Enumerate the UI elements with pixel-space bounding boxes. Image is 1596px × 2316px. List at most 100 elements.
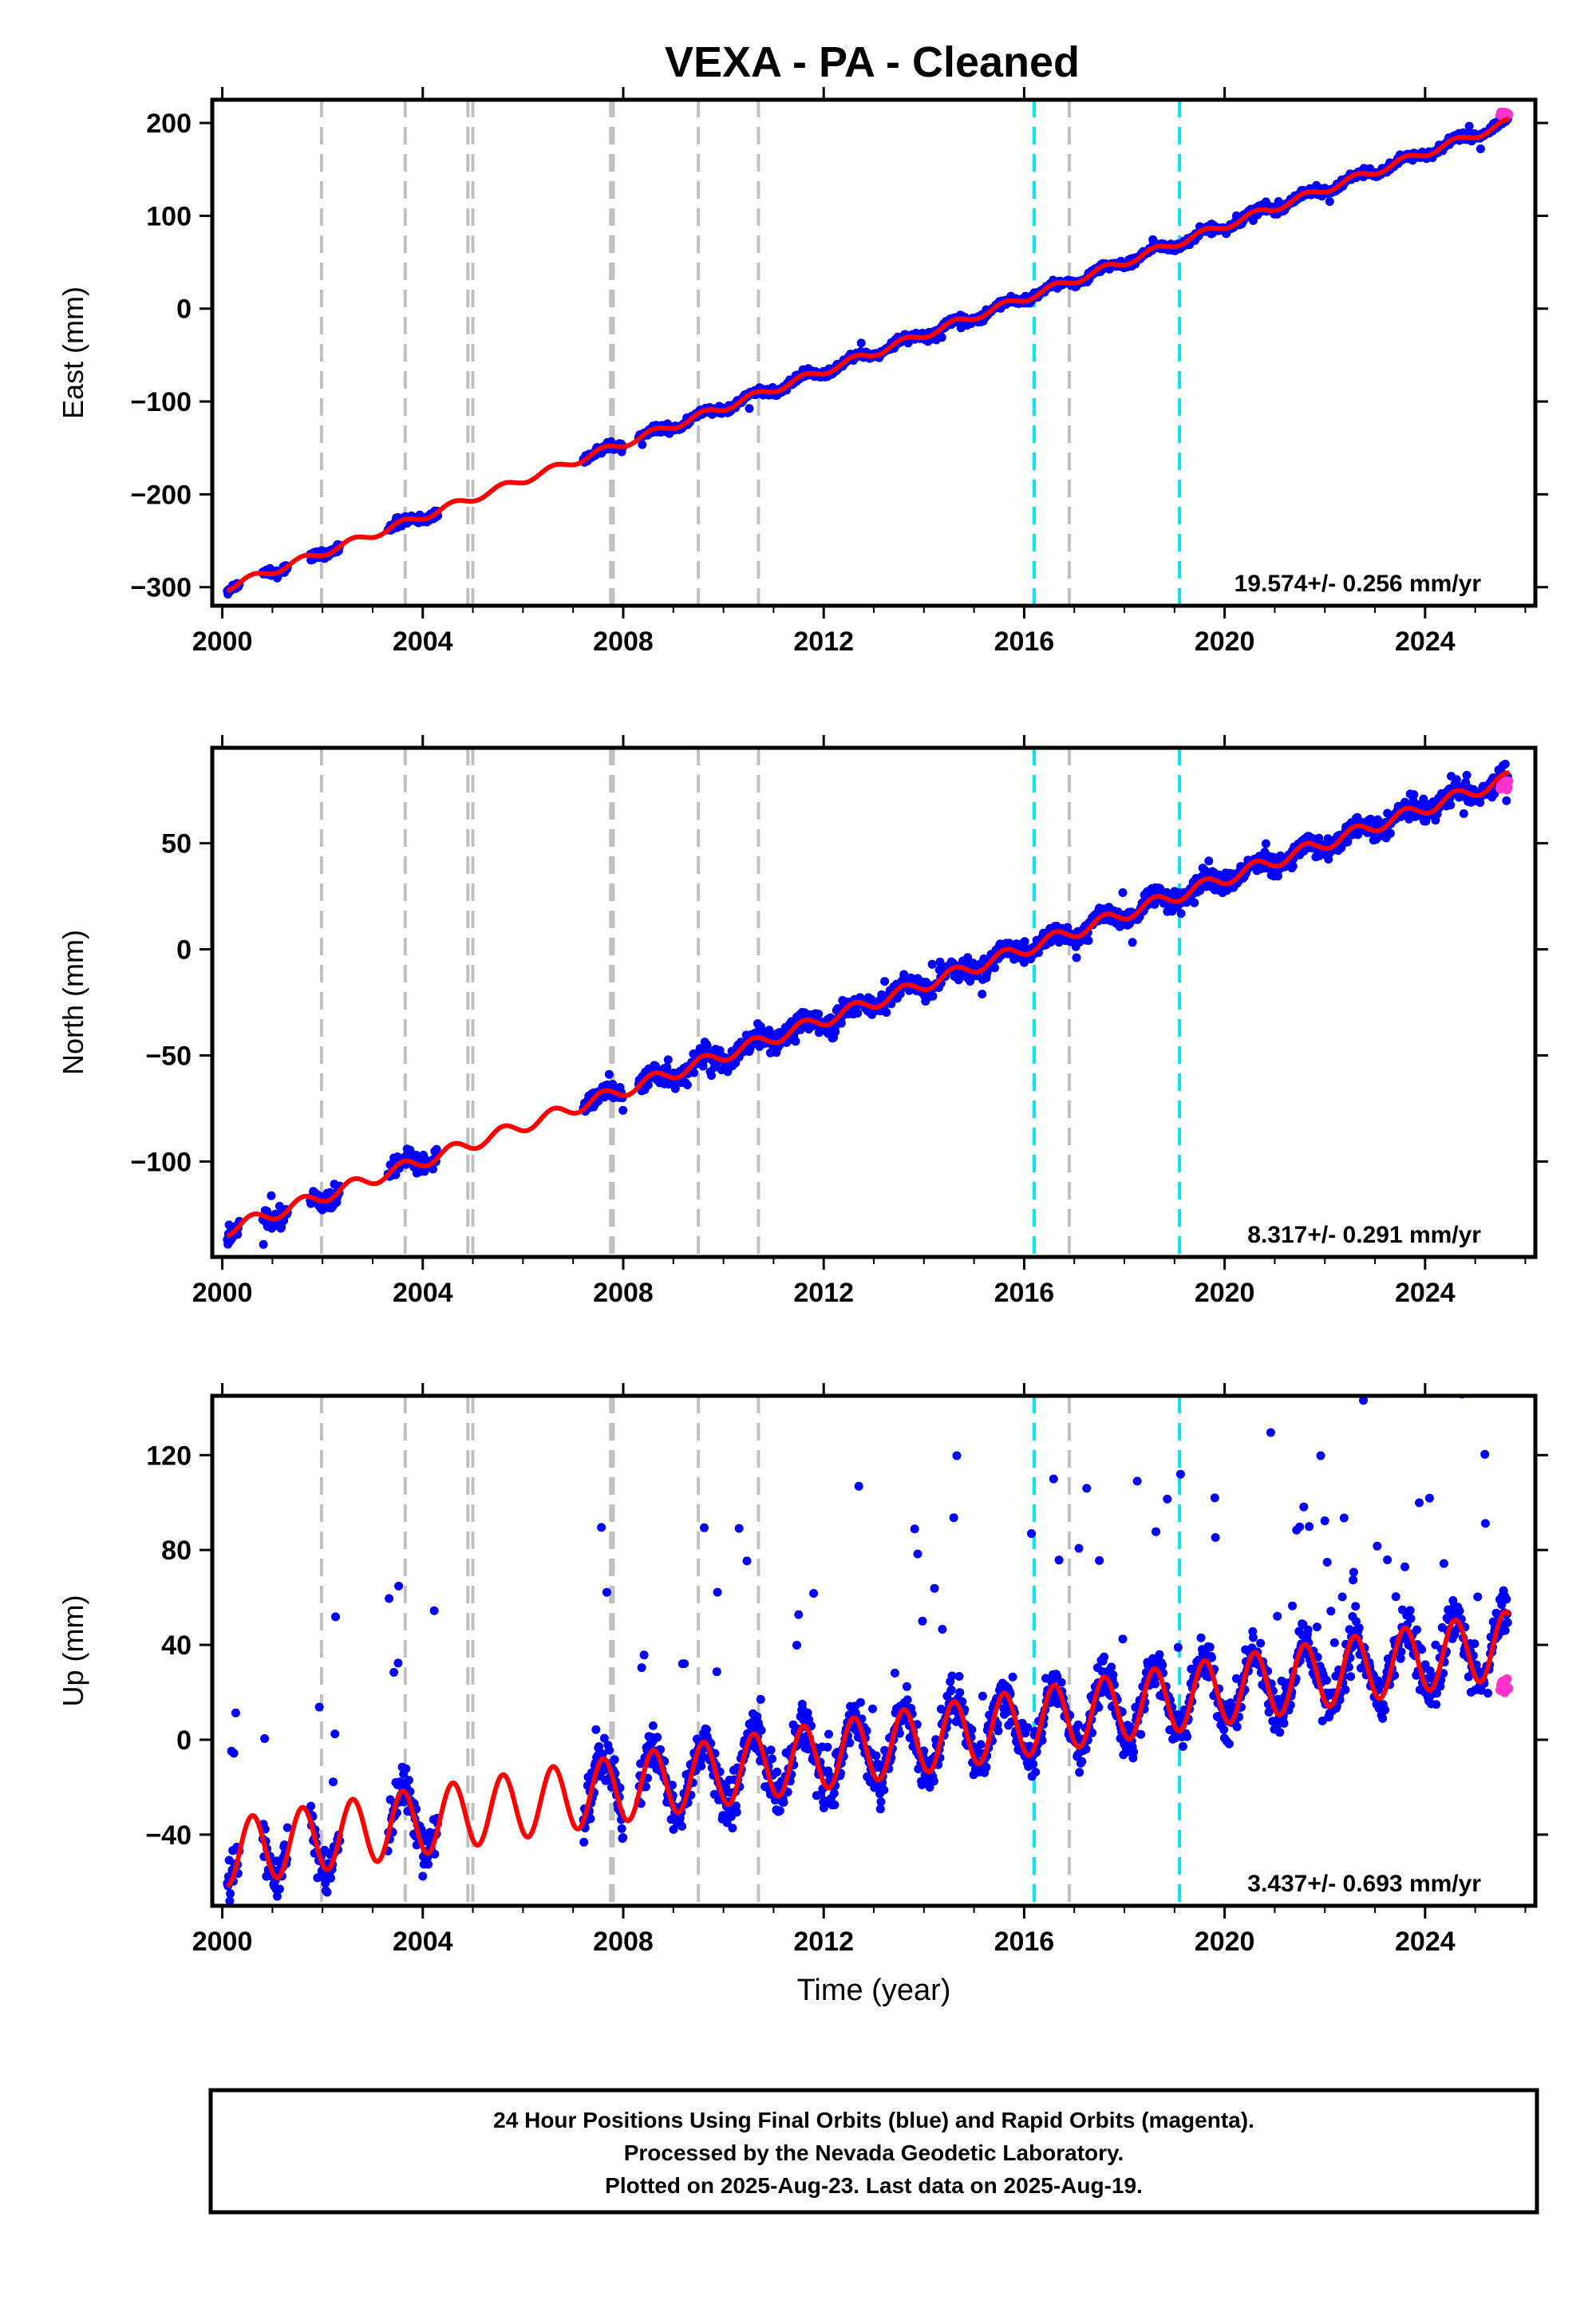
- y-axis-label: North (mm): [57, 930, 89, 1075]
- data-point: [768, 1754, 777, 1764]
- data-point: [700, 1523, 709, 1532]
- data-point: [418, 1871, 428, 1881]
- data-point: [1205, 1642, 1215, 1652]
- data-point: [853, 1009, 863, 1018]
- data-point: [1173, 1642, 1183, 1652]
- data-point: [604, 1069, 614, 1079]
- data-point: [707, 1071, 716, 1081]
- data-point: [1266, 1428, 1275, 1437]
- plot-area: [223, 100, 1514, 606]
- data-point: [779, 1797, 788, 1807]
- data-point: [1464, 121, 1474, 131]
- x-tick-label: 2004: [393, 626, 453, 657]
- data-point: [1211, 1533, 1220, 1542]
- data-point: [597, 1523, 606, 1532]
- data-point: [1163, 1494, 1172, 1504]
- data-point: [976, 1740, 986, 1749]
- data-point: [330, 1729, 340, 1739]
- data-point: [946, 1686, 956, 1694]
- data-point: [928, 991, 938, 1001]
- data-point: [1462, 770, 1472, 780]
- data-point: [643, 1081, 653, 1089]
- plot-area: [223, 748, 1514, 1257]
- data-point: [259, 1239, 268, 1249]
- data-point: [1288, 1601, 1297, 1611]
- data-point: [938, 1625, 947, 1634]
- data-point: [1077, 1757, 1087, 1766]
- data-point: [757, 1725, 766, 1735]
- data-point: [1249, 1633, 1258, 1642]
- data-point: [326, 1873, 335, 1883]
- data-point: [604, 1745, 614, 1755]
- data-point: [814, 1010, 824, 1019]
- data-point: [836, 1018, 846, 1028]
- data-point: [1049, 1474, 1058, 1484]
- data-point: [791, 1037, 800, 1046]
- data-point: [954, 975, 963, 985]
- data-point: [314, 1702, 324, 1712]
- data-point: [879, 1785, 889, 1795]
- data-point: [1158, 1661, 1167, 1670]
- data-point: [882, 1008, 891, 1018]
- data-point: [1082, 1484, 1092, 1493]
- x-tick-label: 2004: [393, 1278, 453, 1308]
- data-point: [712, 1667, 721, 1677]
- data-point: [913, 1549, 922, 1559]
- y-tick-label: −200: [130, 480, 192, 510]
- data-point: [1151, 1679, 1160, 1689]
- data-point: [680, 1659, 689, 1669]
- data-point: [854, 1481, 863, 1491]
- data-point: [890, 1668, 899, 1678]
- data-point: [1020, 937, 1029, 947]
- data-point: [226, 1889, 235, 1899]
- data-point: [1155, 1650, 1164, 1659]
- y-tick-label: 0: [176, 294, 192, 325]
- data-point: [1108, 1670, 1118, 1680]
- data-point: [1136, 1729, 1146, 1739]
- data-point: [871, 1751, 881, 1761]
- data-point: [1288, 861, 1298, 871]
- data-point: [1295, 1522, 1305, 1531]
- y-tick-label: 100: [146, 201, 192, 231]
- y-tick-label: 50: [161, 829, 192, 860]
- data-point: [1095, 1555, 1104, 1565]
- data-point: [1446, 800, 1456, 810]
- x-tick-label: 2024: [1395, 626, 1456, 657]
- data-point: [1107, 1662, 1116, 1672]
- data-point: [1129, 1747, 1139, 1757]
- data-point: [794, 1610, 804, 1619]
- data-point: [663, 1055, 673, 1065]
- data-point: [1100, 1652, 1109, 1662]
- data-point: [902, 1682, 911, 1691]
- data-point: [429, 1164, 438, 1174]
- data-point: [745, 404, 754, 413]
- data-point: [772, 1767, 782, 1777]
- data-point: [831, 1027, 840, 1037]
- rate-label: 8.317+/- 0.291 mm/yr: [1247, 1222, 1481, 1248]
- data-point: [994, 1726, 1003, 1736]
- panels-group: 2000 2004 2008 2012 2016 2020 2024−300−200−100…: [57, 87, 1548, 2007]
- data-point: [978, 1691, 987, 1701]
- data-point: [275, 1884, 284, 1894]
- data-point: [610, 1755, 619, 1765]
- data-point: [637, 1663, 646, 1673]
- data-point: [689, 1068, 699, 1077]
- data-point: [653, 1733, 662, 1742]
- data-point: [329, 1777, 338, 1787]
- panel-2: 2000 2004 2008 2012 2016 2020 2024−100−50050No…: [57, 735, 1548, 1308]
- data-point: [1196, 1633, 1206, 1642]
- data-point: [880, 977, 890, 986]
- rate-label: 19.574+/- 0.256 mm/yr: [1235, 571, 1482, 597]
- data-point: [734, 1524, 744, 1533]
- data-point: [823, 1742, 832, 1752]
- x-tick-label: 2008: [593, 1278, 654, 1308]
- data-point: [775, 1806, 784, 1816]
- data-point: [1275, 1728, 1285, 1737]
- data-point: [1256, 1638, 1266, 1648]
- data-point: [1502, 796, 1511, 805]
- data-point: [1303, 1625, 1313, 1634]
- y-tick-label: 200: [146, 109, 192, 139]
- data-point: [990, 963, 999, 973]
- y-tick-label: −50: [145, 1041, 192, 1071]
